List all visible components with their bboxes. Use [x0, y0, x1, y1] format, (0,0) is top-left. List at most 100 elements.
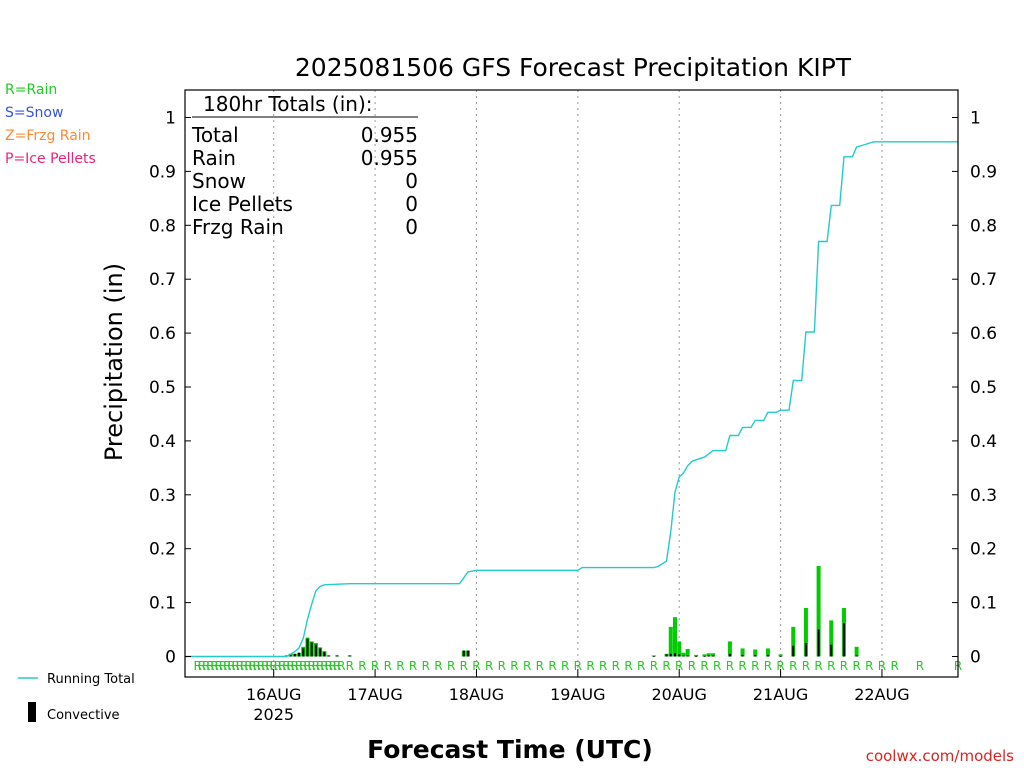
convective-bar: [327, 655, 330, 657]
precip-bar: [829, 620, 834, 657]
precip-type-mark: R: [320, 659, 328, 673]
precip-type-mark: R: [574, 659, 582, 673]
totals-rain-value: 0.955: [361, 146, 418, 170]
precip-type-mark: R: [295, 659, 303, 673]
precip-type-mark: R: [599, 659, 607, 673]
convective-bar: [779, 655, 782, 657]
convective-bar: [467, 650, 470, 657]
y-tick-label: 0.4: [149, 432, 176, 452]
precip-bar: [740, 648, 745, 657]
y-tick-label-right: 0.6: [970, 324, 997, 344]
precip-type-mark: R: [612, 659, 620, 673]
precip-type-mark: R: [916, 659, 924, 673]
totals-ice-label: Ice Pellets: [192, 192, 293, 216]
precip-bar: [727, 641, 732, 657]
precip-bar: [803, 607, 808, 657]
totals-frzg-label: Frzg Rain: [192, 215, 284, 239]
x-tick-label: 20AUG: [652, 685, 707, 704]
precip-type-mark: R: [498, 659, 506, 673]
legend-convective-label: Convective: [47, 708, 120, 723]
y-tick-label: 0.3: [149, 486, 176, 506]
precip-type-mark: R: [265, 659, 273, 673]
precip-type-mark: R: [346, 659, 354, 673]
plot-frame: [184, 89, 959, 678]
precip-type-mark: R: [738, 659, 746, 673]
x-tick-label: 18AUG: [449, 685, 504, 704]
x-axis-label: Forecast Time (UTC): [367, 735, 653, 764]
precip-type-mark: R: [764, 659, 772, 673]
precip-type-mark: R: [312, 659, 320, 673]
precip-type-mark: R: [308, 659, 316, 673]
legend-rain: R=Rain: [5, 82, 58, 98]
precip-type-mark: R: [536, 659, 544, 673]
precip-bar: [677, 641, 682, 657]
precip-bar: [702, 654, 707, 657]
convective-bar: [842, 623, 845, 657]
convective-bar: [306, 638, 309, 657]
precip-type-mark: R: [890, 659, 898, 673]
precip-type-mark: R: [827, 659, 835, 673]
convective-bar: [830, 644, 833, 657]
precip-type-mark: R: [232, 659, 240, 673]
legend-snow: S=Snow: [5, 105, 64, 121]
y-tick-label: 0: [165, 648, 176, 668]
precip-type-mark: R: [814, 659, 822, 673]
precip-type-mark: R: [447, 659, 455, 673]
precip-bar: [694, 654, 699, 657]
convective-bar: [728, 653, 731, 657]
precip-type-mark: R: [510, 659, 518, 673]
y-tick-label: 0.6: [149, 324, 176, 344]
precip-type-mark: R: [384, 659, 392, 673]
precip-type-mark: R: [261, 659, 269, 673]
precip-type-mark: R: [274, 659, 282, 673]
y-tick-label-right: 0.8: [970, 216, 997, 236]
y-tick-label: 1: [165, 109, 176, 129]
convective-bar: [754, 654, 757, 657]
precip-type-mark: R: [358, 659, 366, 673]
precip-type-mark: R: [840, 659, 848, 673]
precip-type-mark: R: [485, 659, 493, 673]
precip-type-mark: R: [240, 659, 248, 673]
precip-type-mark: R: [210, 659, 218, 673]
precip-type-mark: R: [333, 659, 341, 673]
convective-bar: [766, 654, 769, 657]
precip-type-mark: R: [662, 659, 670, 673]
precip-bar: [706, 653, 711, 657]
convective-bar: [804, 643, 807, 657]
convective-bar: [695, 655, 698, 657]
precip-type-mark: R: [586, 659, 594, 673]
convective-bar: [686, 655, 689, 657]
precip-type-mark: R: [637, 659, 645, 673]
precip-type-mark: R: [852, 659, 860, 673]
x-tick-label: 19AUG: [550, 685, 605, 704]
convective-bar: [792, 645, 795, 657]
y-tick-label: 0.5: [149, 378, 176, 398]
convective-bar: [319, 648, 322, 657]
convective-bar: [817, 629, 820, 657]
totals-ice-value: 0: [405, 192, 418, 216]
convective-bar: [310, 642, 313, 657]
totals-frzg-value: 0: [405, 215, 418, 239]
totals-snow-label: Snow: [192, 169, 246, 193]
precip-type-mark: R: [523, 659, 531, 673]
convective-bar: [462, 650, 465, 657]
precip-type-mark: R: [329, 659, 337, 673]
y-tick-label: 0.8: [149, 216, 176, 236]
precip-bars: [284, 565, 859, 657]
precip-type-mark: R: [198, 659, 206, 673]
precip-bar: [854, 646, 859, 657]
precip-bar: [668, 626, 673, 657]
precip-type-mark: R: [324, 659, 332, 673]
totals-snow-value: 0: [405, 169, 418, 193]
precip-type-mark: R: [726, 659, 734, 673]
precip-type-mark: R: [215, 659, 223, 673]
x-tick-sublabel: 2025: [253, 705, 294, 724]
convective-bar: [336, 655, 339, 657]
x-tick-label: 22AUG: [854, 685, 909, 704]
legend-convective-swatch: [28, 702, 36, 722]
convective-bar: [682, 655, 685, 657]
precip-type-mark: R: [434, 659, 442, 673]
precip-type-mark: R: [278, 659, 286, 673]
